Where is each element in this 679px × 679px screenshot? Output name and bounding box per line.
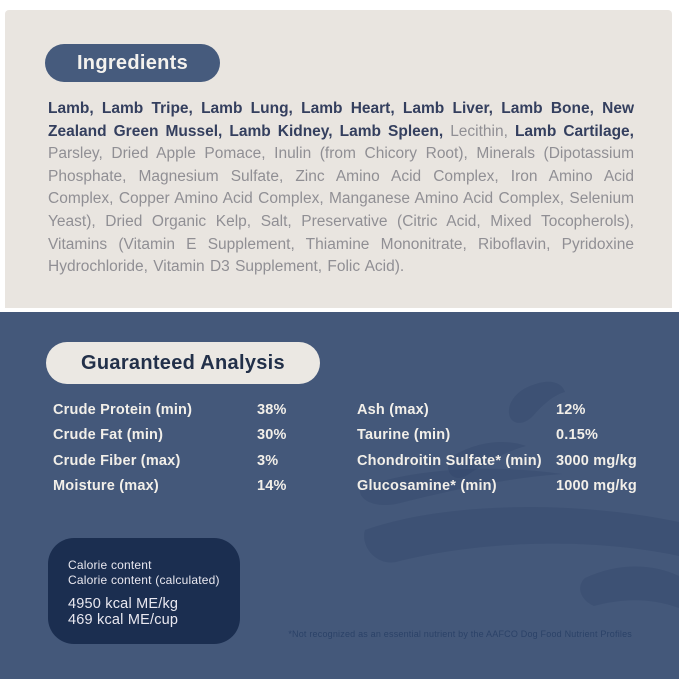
nutrient-label: Chondroitin Sulfate* (min) xyxy=(357,452,542,469)
nutrient-label: Taurine (min) xyxy=(357,427,451,444)
nutrient-value: 30% xyxy=(257,427,287,444)
nutrient-label: Moisture (max) xyxy=(53,478,159,495)
nutrient-label: Glucosamine* (min) xyxy=(357,478,497,495)
ingredient-segment: Lamb Cartilage, xyxy=(514,122,634,140)
nutrient-value: 12% xyxy=(556,402,586,418)
ingredients-title: Ingredients xyxy=(76,51,189,74)
nutrient-label: Crude Fiber (max) xyxy=(53,452,181,469)
nutrient-value: 3000 mg/kg xyxy=(556,452,637,469)
nutrient-label: Crude Protein (min) xyxy=(53,402,193,418)
guaranteed-analysis-title-pill: Guaranteed Analysis xyxy=(46,342,320,384)
calorie-content-calculated-line: Calorie content (calculated) xyxy=(68,573,220,587)
nutrient-value: 38% xyxy=(257,402,287,418)
nutrient-value: 0.15% xyxy=(556,427,599,444)
calorie-content-line: Calorie content xyxy=(68,558,152,572)
guaranteed-analysis-title: Guaranteed Analysis xyxy=(81,351,285,374)
aafco-footnote: *Not recognized as an essential nutrient… xyxy=(288,629,632,639)
nutrient-label: Ash (max) xyxy=(357,402,429,418)
nutrient-value: 14% xyxy=(257,478,287,495)
nutrient-label: Crude Fat (min) xyxy=(53,427,164,444)
ingredients-title-pill: Ingredients xyxy=(45,44,220,82)
nutrient-value: 1000 mg/kg xyxy=(556,478,637,495)
ingredients-paragraph: Lamb, Lamb Tripe, Lamb Lung, Lamb Heart,… xyxy=(48,98,634,279)
ingredient-segment: Lecithin, xyxy=(450,122,515,140)
calorie-content-box: Calorie content Calorie content (calcula… xyxy=(48,538,240,644)
ingredient-segment: Lamb, Lamb Tripe, Lamb Lung, Lamb Heart,… xyxy=(48,100,634,140)
guaranteed-analysis-section: Guaranteed Analysis Crude Protein (min) … xyxy=(0,312,679,679)
ingredients-section: Ingredients Lamb, Lamb Tripe, Lamb Lung,… xyxy=(5,10,672,308)
guaranteed-analysis-table-left: Crude Protein (min) 38% Crude Fat (min) … xyxy=(53,398,287,500)
nutrient-value: 3% xyxy=(257,452,279,469)
kcal-per-kg-value: 4950 kcal ME/kg xyxy=(68,596,179,612)
kcal-per-cup-value: 469 kcal ME/cup xyxy=(68,611,179,628)
ingredient-segment: Parsley, Dried Apple Pomace, Inulin (fro… xyxy=(48,145,634,276)
guaranteed-analysis-table-right: Ash (max) 12% Taurine (min) 0.15% Chondr… xyxy=(357,398,637,500)
